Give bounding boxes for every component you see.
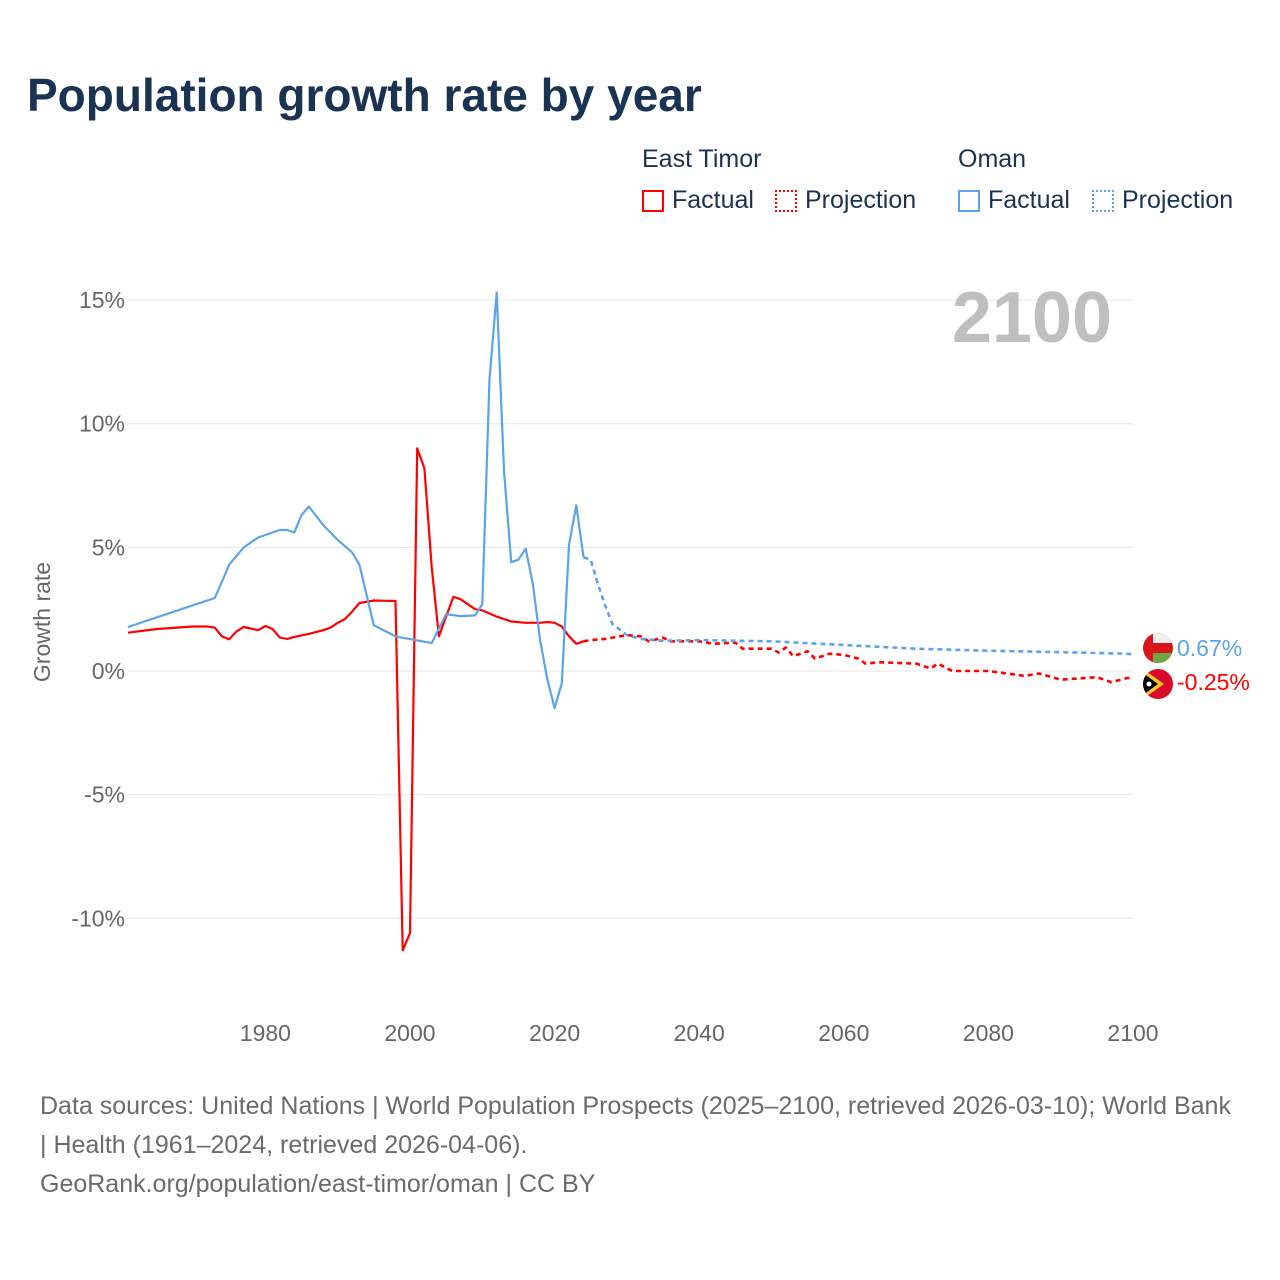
y-tick-label: -10% <box>71 905 125 931</box>
east-timor-flag-icon <box>1143 669 1173 699</box>
y-tick-label: 10% <box>79 411 125 437</box>
legend-oman-factual[interactable]: Factual <box>958 186 1070 215</box>
legend-oman-projection[interactable]: Projection <box>1092 186 1233 215</box>
x-tick-label: 2020 <box>529 1020 580 1046</box>
legend-label: Factual <box>672 186 754 214</box>
legend-east-timor-factual[interactable]: Factual <box>642 186 754 215</box>
oman-flag-icon <box>1143 633 1173 663</box>
x-tick-label: 2040 <box>674 1020 725 1046</box>
legend-label: Projection <box>1122 186 1234 214</box>
footer: Data sources: United Nations | World Pop… <box>40 1087 1240 1204</box>
east-timor-end-label: -0.25% <box>1177 669 1250 695</box>
east-timor-projection-line <box>583 633 1134 684</box>
chart-title: Population growth rate by year <box>27 69 702 121</box>
data-sources: Data sources: United Nations | World Pop… <box>40 1092 1231 1159</box>
x-tick-label: 2100 <box>1107 1020 1158 1046</box>
y-tick-label: 5% <box>92 534 125 560</box>
legend-east-timor-projection[interactable]: Projection <box>775 186 916 215</box>
dotted-swatch-icon <box>1092 189 1114 212</box>
year-label: 2100 <box>952 278 1112 358</box>
x-tick-label: 2000 <box>384 1020 435 1046</box>
legend-label: Projection <box>805 186 917 214</box>
legend-group-east-timor: East Timor <box>642 145 762 173</box>
y-tick-label: 15% <box>79 287 125 313</box>
credit-link[interactable]: GeoRank.org/population/east-timor/oman |… <box>40 1170 596 1198</box>
y-tick-label: -5% <box>84 782 125 808</box>
x-tick-label: 2060 <box>818 1020 869 1046</box>
x-tick-label: 1980 <box>240 1020 291 1046</box>
y-axis-label: Growth rate <box>29 562 55 682</box>
oman-projection-line <box>583 555 1134 656</box>
legend-label: Factual <box>988 186 1070 214</box>
solid-swatch-icon <box>642 189 664 212</box>
line-chart: 15% 10% 5% 0% -5% -10% 1980 2000 2020 2040 2060 208… <box>29 278 1250 1046</box>
east-timor-factual-line <box>127 447 584 952</box>
dotted-swatch-icon <box>775 189 797 212</box>
y-tick-label: 0% <box>92 658 125 684</box>
oman-factual-line <box>127 291 585 710</box>
solid-swatch-icon <box>958 189 980 212</box>
legend-group-oman: Oman <box>958 145 1027 173</box>
oman-end-label: 0.67% <box>1177 635 1242 661</box>
x-tick-label: 2080 <box>963 1020 1014 1046</box>
